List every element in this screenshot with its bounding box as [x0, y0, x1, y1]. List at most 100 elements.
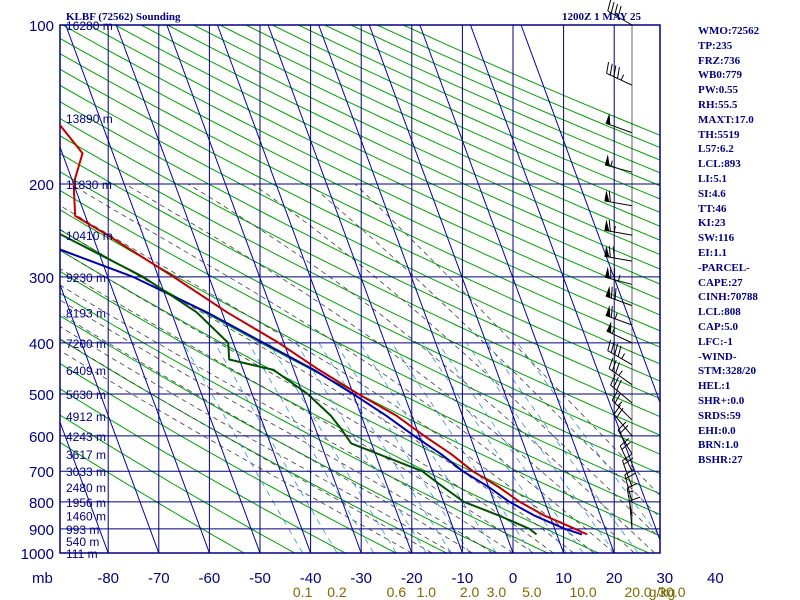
dry-adiabats [60, 25, 660, 553]
sounding-index-item: TP:235 [698, 39, 733, 52]
sounding-index-item: FRZ:736 [698, 54, 741, 67]
dry-adiabat-line [60, 101, 660, 400]
sounding-index-item: EHI:0.0 [698, 424, 736, 437]
wind-barb [605, 305, 633, 326]
temperature-profile-line [60, 123, 588, 536]
dry-adiabat-line [60, 270, 599, 553]
temperature-tick-label: -40 [300, 570, 322, 587]
dewpoint-profile-line [60, 232, 538, 536]
isotherm-line [60, 145, 210, 553]
height-label: 2480 m [66, 481, 106, 495]
height-label: 8193 m [66, 306, 106, 320]
mixing-ratio-tick-label: 0.1 [293, 584, 313, 600]
sounding-index-item: SRDS:59 [698, 409, 741, 422]
mixing-ratio-line [268, 342, 397, 553]
temperature-tick-label: -60 [199, 570, 221, 587]
dry-adiabat-line [60, 292, 548, 553]
wind-barb [608, 357, 633, 386]
dry-adiabat-line [60, 441, 245, 553]
dry-adiabat-line [62, 25, 660, 316]
mixing-ratio-tick-label: 10.0 [569, 584, 596, 600]
isotherm-line [419, 25, 615, 553]
height-label: 993 m [66, 523, 99, 537]
dry-adiabat-line [60, 171, 660, 475]
sounding-index-item: TH:5519 [698, 128, 740, 141]
sounding-index-item: SW:116 [698, 232, 735, 245]
station-title: KLBF (72562) Sounding [66, 11, 181, 23]
isotherm-line [469, 25, 660, 542]
sounding-index-item: WMO:72562 [698, 25, 760, 37]
height-label: 4912 m [66, 410, 106, 424]
sounding-index-item: LI:5.1 [698, 172, 728, 185]
dry-adiabat-line [60, 68, 660, 365]
sounding-index-item: SHR+:0.0 [698, 394, 745, 407]
height-label: 6409 m [66, 364, 106, 378]
height-label: 10410 m [66, 229, 113, 243]
sounding-indices-list: WMO:72562 TP:235 FRZ:736 WB0:779 PW:0.55 RH:5… [698, 24, 759, 468]
dry-adiabat-line [88, 25, 660, 300]
moist-adiabat-line [252, 183, 660, 540]
moist-adiabat-line [124, 183, 635, 553]
sounding-index-item: TT:46 [698, 202, 727, 215]
sounding-index-item: STM:328/20 [698, 365, 757, 378]
sounding-index-item: L57:6.2 [698, 143, 734, 156]
temperature-tick-label: -30 [350, 570, 372, 587]
moist-adiabat-line [69, 183, 615, 553]
dry-adiabat-line [60, 37, 660, 332]
temperature-tick-label: 40 [707, 570, 724, 587]
isotherm-line [368, 25, 565, 553]
sounding-index-item: HEL:1 [698, 380, 731, 393]
pressure-tick-label: 500 [29, 387, 54, 404]
mixing-ratio-tick-label: 20.0 [624, 584, 651, 600]
sounding-index-item: SI:4.6 [698, 187, 726, 200]
pressure-tick-label: 800 [29, 495, 54, 512]
sounding-index-item: EI:1.1 [698, 246, 728, 259]
dry-adiabat-line [114, 25, 660, 285]
height-label: 111 m [66, 547, 98, 561]
mixing-ratio-tick-label: 3.0 [487, 584, 507, 600]
height-label: 540 m [66, 535, 99, 549]
sounding-index-item: -WIND- [698, 350, 737, 363]
temperature-tick-label: 20 [606, 570, 623, 587]
sounding-index-item: MAXT:17.0 [698, 113, 754, 126]
pressure-tick-label: 700 [29, 464, 54, 481]
mixing-ratio-unit-label: g/kg [649, 584, 675, 600]
dry-adiabat-line [60, 189, 660, 495]
moist-adiabat-line [187, 183, 655, 553]
sounding-index-item: CAPE:27 [698, 276, 743, 289]
moist-adiabat-line [60, 338, 433, 553]
isotherm-line [216, 25, 413, 553]
wind-barb [604, 154, 633, 173]
mixing-ratio-tick-label: 30.0 [658, 584, 685, 600]
wind-barb [624, 468, 636, 502]
sounding-index-item: -PARCEL- [698, 261, 750, 274]
pressure-tick-label: 200 [29, 177, 54, 194]
mixing-ratio-line [422, 342, 567, 553]
sounding-index-item: LCL:808 [698, 306, 741, 319]
wind-barb [613, 404, 633, 437]
isotherm-line [267, 25, 463, 553]
dry-adiabat-line [60, 135, 660, 436]
temperature-tick-label: 30 [656, 570, 673, 587]
dry-adiabat-line [141, 25, 660, 270]
pressure-tick-label: 300 [29, 270, 54, 287]
sounding-index-item: RH:55.5 [698, 98, 738, 111]
isotherms [60, 25, 660, 553]
wind-barb [629, 496, 641, 529]
moist-adiabat-line [60, 299, 494, 553]
pressure-tick-label: 100 [29, 18, 54, 35]
dry-adiabat-line [193, 25, 660, 241]
height-label: 11830 m [66, 178, 112, 192]
mixing-ratio-tick-label: 0.2 [327, 584, 347, 600]
sounding-index-item: BSHR:27 [698, 454, 743, 467]
profiles [60, 123, 588, 536]
wind-barbs [604, 0, 641, 529]
wind-barb [610, 374, 633, 404]
wind-barb [617, 421, 633, 455]
mixing-ratio-tick-label: 0.6 [387, 584, 407, 600]
sounding-index-item: KI:23 [698, 217, 726, 230]
wind-barb [606, 321, 633, 344]
temperature-tick-label: -70 [148, 570, 170, 587]
